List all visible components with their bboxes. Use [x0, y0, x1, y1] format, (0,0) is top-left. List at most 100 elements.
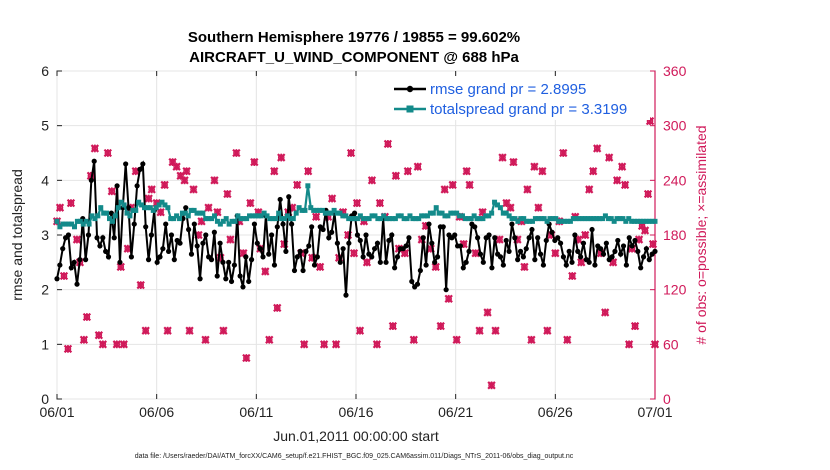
- rmse-point: [125, 205, 132, 211]
- spread-point: [497, 205, 503, 211]
- spread-point: [139, 202, 145, 208]
- rmse-point: [220, 259, 226, 265]
- obs-assimilated-marker: [589, 167, 598, 176]
- spread-point: [252, 213, 258, 219]
- spread-point: [203, 216, 209, 222]
- rmse-point: [217, 240, 223, 246]
- rmse-point: [248, 257, 255, 263]
- chart-title-line2: AIRCRAFT_U_WIND_COMPONENT @ 688 hPa: [189, 49, 519, 66]
- spread-point: [229, 218, 235, 224]
- spread-point: [471, 213, 477, 219]
- rmse-point: [314, 254, 320, 260]
- spread-point: [293, 210, 299, 216]
- spread-point: [66, 221, 72, 227]
- obs-assimilated-marker: [246, 198, 255, 208]
- spread-point: [144, 205, 150, 211]
- spread-point: [550, 216, 556, 222]
- rmse-point: [91, 158, 97, 164]
- rmse-point: [254, 240, 260, 246]
- x-axis-label: Jun.01,2011 00:00:00 start: [273, 428, 439, 444]
- spread-point: [486, 213, 492, 219]
- obs-assimilated-marker: [327, 194, 337, 203]
- rmse-point: [477, 251, 484, 257]
- rmse-point: [223, 276, 229, 282]
- spread-point: [308, 205, 314, 211]
- rmse-point: [520, 254, 526, 260]
- y-axis-label-left: rmse and totalspread: [9, 169, 25, 301]
- rmse-point: [517, 248, 524, 254]
- rmse-point: [83, 257, 89, 263]
- obs-assimilated-marker: [413, 162, 422, 171]
- obs-assimilated-marker: [82, 312, 92, 322]
- spread-point: [422, 213, 428, 219]
- spread-point: [179, 210, 185, 216]
- rmse-point: [208, 257, 215, 263]
- spread-point: [532, 216, 538, 222]
- rmse-point: [512, 235, 518, 241]
- rmse-point: [623, 262, 629, 268]
- y-tick-label-right: 300: [663, 118, 687, 134]
- spread-point: [564, 218, 570, 224]
- legend-spread-marker: [406, 105, 414, 113]
- spread-point: [529, 218, 535, 224]
- rmse-point: [560, 254, 567, 260]
- rmse-point: [165, 248, 172, 254]
- spread-point: [559, 218, 565, 224]
- spread-point: [599, 216, 605, 222]
- obs-assimilated-marker: [620, 180, 630, 190]
- spread-point: [416, 216, 422, 222]
- obs-assimilated-marker: [163, 326, 172, 335]
- rmse-point: [638, 265, 644, 271]
- rmse-point: [569, 259, 575, 265]
- rmse-point: [643, 246, 650, 252]
- rmse-point: [497, 254, 504, 260]
- rmse-point: [154, 259, 160, 265]
- rmse-point: [652, 248, 658, 254]
- obs-assimilated-marker: [534, 203, 543, 212]
- rmse-point: [283, 248, 289, 254]
- rmse-point: [629, 243, 635, 249]
- y-tick-label-right: 360: [663, 63, 687, 79]
- obs-assimilated-marker: [119, 340, 128, 349]
- spread-point: [200, 210, 206, 216]
- spread-point: [241, 216, 247, 222]
- spread-point: [165, 205, 171, 211]
- rmse-point: [326, 235, 332, 241]
- obs-assimilated-marker: [103, 148, 113, 158]
- rmse-point: [329, 229, 335, 235]
- rmse-point: [635, 248, 641, 254]
- rmse-point: [65, 232, 72, 238]
- rmse-point: [183, 205, 189, 211]
- obs-assimilated-marker: [372, 340, 382, 349]
- obs-assimilated-marker: [90, 144, 100, 153]
- rmse-point: [280, 221, 286, 227]
- spread-point: [404, 216, 410, 222]
- spread-point: [597, 216, 603, 222]
- obs-assimilated-marker: [462, 167, 471, 176]
- obs-assimilated-marker: [293, 180, 302, 190]
- rmse-point: [409, 278, 415, 285]
- rmse-point: [572, 232, 578, 238]
- spread-point: [188, 207, 194, 213]
- spread-point: [249, 213, 255, 219]
- spread-point: [436, 210, 442, 216]
- rmse-point: [615, 237, 621, 244]
- spread-point: [267, 216, 273, 222]
- rmse-point: [311, 262, 318, 268]
- obs-assimilated-marker: [210, 176, 219, 185]
- spread-point: [477, 216, 483, 222]
- rmse-point: [71, 259, 77, 265]
- rmse-point: [515, 257, 521, 263]
- rmse-point: [54, 276, 60, 282]
- spread-point: [354, 216, 360, 222]
- rmse-point: [389, 232, 395, 238]
- spread-point: [439, 210, 445, 216]
- legend-rmse-marker: [406, 85, 414, 93]
- obs-assimilated-marker: [577, 258, 586, 267]
- spread-point: [101, 210, 107, 216]
- rmse-point: [94, 235, 100, 241]
- spread-point: [640, 218, 646, 224]
- spread-point: [395, 213, 401, 219]
- rmse-point: [148, 232, 155, 238]
- spread-point: [279, 216, 285, 222]
